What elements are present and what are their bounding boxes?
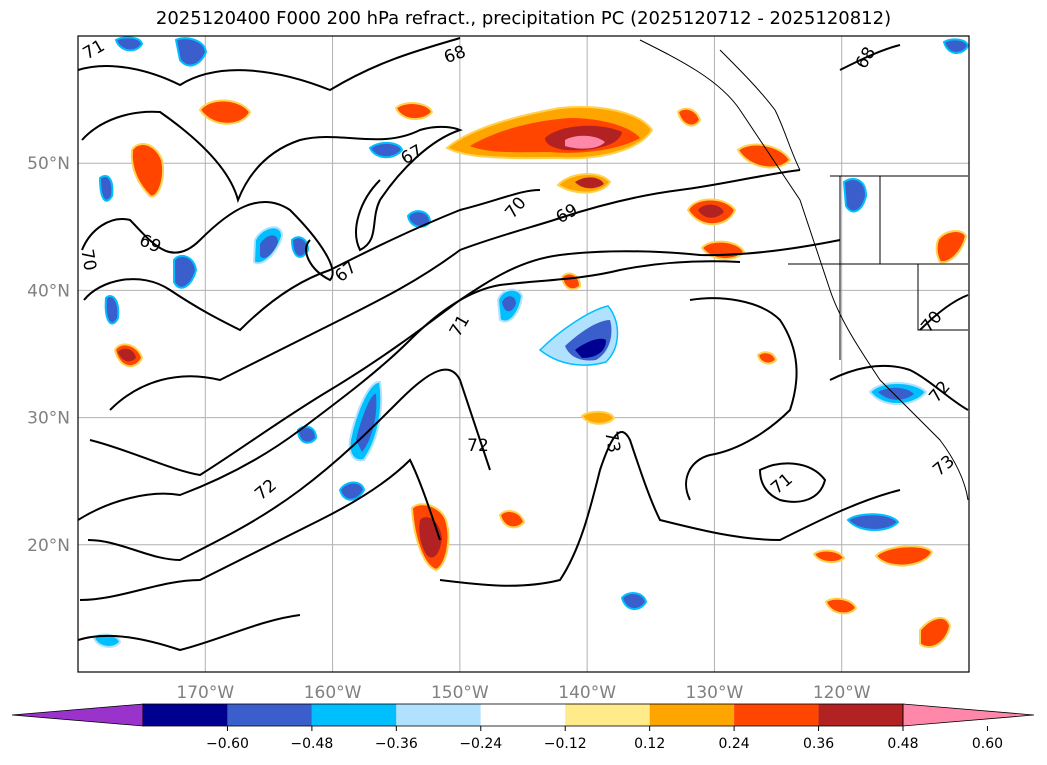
precip-blob	[942, 38, 969, 54]
precip-blob	[118, 348, 136, 362]
lon-tick-label: 140°W	[558, 683, 616, 703]
contour-line	[758, 462, 827, 503]
precip-blob	[565, 135, 605, 149]
precip-blob	[846, 513, 900, 531]
precip-blob	[698, 204, 724, 218]
colorbar: −0.60 −0.48 −0.36 −0.24 −0.12 0.12 0.24 0.36 0.4…	[11, 703, 1035, 752]
colorbar-tick-label: −0.60	[206, 736, 249, 752]
precip-blob	[935, 230, 968, 264]
lat-tick-label: 30°N	[27, 409, 70, 429]
precip-blob	[130, 143, 164, 198]
contour-line	[839, 44, 901, 71]
lat-tick-label: 50°N	[27, 154, 70, 174]
precip-blob	[104, 295, 120, 325]
precip-blob	[394, 102, 434, 120]
gridlines	[78, 36, 969, 672]
contour-line	[81, 110, 463, 252]
precip-blob	[338, 481, 366, 501]
colorbar-tick-label: −0.36	[375, 736, 418, 752]
lon-tick-label: 120°W	[813, 683, 871, 703]
lat-tick-label: 20°N	[27, 536, 70, 556]
precip-blob	[502, 296, 516, 312]
contour-line	[87, 368, 491, 562]
coastlines	[639, 39, 969, 501]
colorbar-frame	[142, 703, 904, 727]
colorbar-segment	[143, 704, 228, 726]
precip-blob	[290, 236, 310, 258]
precip-blob	[756, 351, 778, 365]
colorbar-extend-max	[902, 703, 1035, 727]
lat-tick-label: 40°N	[27, 281, 70, 301]
colorbar-tick-label: 0.12	[634, 736, 665, 752]
contour-line	[79, 458, 441, 601]
colorbar-tick-label: −0.24	[459, 736, 502, 752]
colorbar-segment	[227, 704, 312, 726]
contour-line	[81, 200, 334, 282]
contour-line	[919, 294, 969, 331]
precip-blob	[824, 597, 858, 615]
colorbar-segment	[311, 704, 397, 726]
contour-line	[78, 260, 741, 521]
precip-blob	[878, 387, 914, 400]
colorbar-tick-label: 0.60	[972, 736, 1003, 752]
colorbar-segment	[649, 704, 735, 726]
contour-line	[83, 189, 541, 332]
colorbar-tick-label: 0.48	[887, 736, 918, 752]
refractivity-contours	[78, 37, 969, 652]
colorbar-tick-label: 0.36	[803, 736, 834, 752]
colorbar-extend-min	[11, 703, 144, 727]
contour-line	[78, 37, 461, 92]
precip-blob	[575, 338, 606, 358]
contour-label: 72	[467, 436, 489, 456]
precip-blob	[368, 142, 404, 159]
chart-title: 2025120400 F000 200 hPa refract., precip…	[155, 8, 892, 29]
contour-line	[829, 364, 969, 411]
lon-tick-label: 160°W	[304, 683, 362, 703]
colorbar-tick-label: −0.48	[290, 736, 333, 752]
precip-blob	[580, 410, 616, 425]
precip-blob	[620, 592, 648, 610]
lon-tick-label: 170°W	[176, 683, 234, 703]
contour-line	[109, 169, 801, 411]
precip-blob	[676, 107, 702, 127]
precip-blob	[498, 509, 526, 529]
precip-blob	[174, 37, 208, 67]
coastline	[719, 49, 801, 171]
colorbar-tick-label: −0.12	[544, 736, 587, 752]
latitude-labels: 50°N 40°N 30°N 20°N	[27, 154, 70, 556]
state-border	[917, 264, 968, 331]
contour-line	[685, 297, 798, 501]
lon-tick-label: 130°W	[686, 683, 744, 703]
precip-blob	[919, 616, 952, 649]
contour-line	[439, 431, 901, 587]
precip-blob	[114, 36, 144, 52]
coastline	[639, 39, 969, 501]
contour-line	[78, 614, 301, 652]
colorbar-segment	[818, 704, 903, 726]
precip-positive-areas	[113, 99, 968, 649]
contour-label: 70	[76, 248, 99, 273]
precip-blob	[874, 545, 934, 567]
precip-blob	[198, 99, 252, 125]
colorbar-tick-label: 0.24	[719, 736, 750, 752]
precip-blob	[98, 175, 114, 202]
map-frame	[77, 35, 970, 673]
precip-blob	[736, 143, 792, 169]
precip-blob	[92, 633, 122, 648]
colorbar-segment	[480, 704, 566, 726]
colorbar-segment	[396, 704, 481, 726]
precip-blob	[812, 549, 846, 564]
colorbar-segment	[565, 704, 650, 726]
contour-label: 73	[600, 430, 623, 455]
precip-blob	[260, 235, 278, 259]
precip-blob	[842, 178, 868, 213]
colorbar-segment	[734, 704, 819, 726]
precip-blob	[173, 254, 198, 289]
lon-tick-label: 150°W	[431, 683, 489, 703]
precip-blob	[575, 177, 604, 189]
longitude-labels: 170°W 160°W 150°W 140°W 130°W 120°W	[176, 683, 870, 703]
